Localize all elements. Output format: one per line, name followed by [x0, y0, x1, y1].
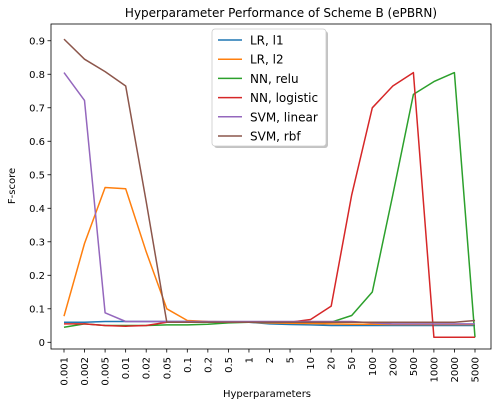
y-tick-label: 0.3 — [29, 237, 45, 248]
legend: LR, l1 LR, l2 NN, relu NN, logistic SVM, lin… — [211, 28, 328, 148]
legend-label: SVM, linear — [250, 110, 318, 124]
y-tick-label: 0.5 — [29, 170, 45, 181]
x-tick-label: 5 — [286, 357, 297, 363]
x-tick-label: 2 — [265, 357, 276, 363]
y-tick-label: 0.7 — [29, 103, 45, 114]
y-axis-label: F-score — [7, 168, 18, 204]
y-tick-label: 0.2 — [29, 271, 45, 282]
legend-label: SVM, rbf — [250, 130, 301, 144]
x-axis: 0.001 0.002 0.005 0.01 0.02 0.05 0.1 0.2 0.5 1 2 5 1… — [60, 349, 482, 386]
y-tick-label: 0.9 — [29, 36, 45, 47]
x-tick-label: 1000 — [429, 357, 440, 382]
x-tick-label: 0.02 — [142, 357, 153, 379]
x-tick-label: 500 — [409, 357, 420, 376]
x-tick-label: 5000 — [471, 357, 482, 382]
y-tick-label: 0.1 — [29, 304, 45, 315]
x-axis-label: Hyperparameters — [223, 389, 311, 400]
x-tick-label: 2000 — [450, 357, 461, 382]
y-tick-label: 0.4 — [29, 204, 45, 215]
chart-title: Hyperparameter Performance of Scheme B (… — [125, 6, 437, 20]
x-tick-label: 0.2 — [203, 357, 214, 373]
legend-label: NN, relu — [250, 72, 299, 86]
series-line-svm-rbf — [63, 38, 476, 323]
x-tick-label: 0.005 — [101, 357, 112, 386]
x-tick-label: 200 — [388, 357, 399, 376]
legend-label: NN, logistic — [250, 91, 318, 105]
x-tick-label: 10 — [306, 357, 317, 370]
y-tick-label: 0 — [39, 338, 45, 349]
x-tick-label: 20 — [327, 357, 338, 370]
x-tick-label: 0.1 — [183, 357, 194, 373]
x-tick-label: 0.05 — [162, 357, 173, 379]
legend-label: LR, l2 — [250, 53, 284, 67]
x-tick-label: 0.001 — [60, 357, 71, 386]
x-tick-label: 50 — [347, 357, 358, 370]
x-tick-label: 0.01 — [121, 357, 132, 379]
y-axis: 0 0.1 0.2 0.3 0.4 0.5 0.6 0.7 0.8 0.9 — [29, 36, 51, 349]
x-tick-label: 1 — [244, 357, 255, 363]
y-tick-label: 0.6 — [29, 137, 45, 148]
x-tick-label: 100 — [368, 357, 379, 376]
x-tick-label: 0.002 — [80, 357, 91, 386]
legend-label: LR, l1 — [250, 34, 284, 48]
x-tick-label: 0.5 — [224, 357, 235, 373]
y-tick-label: 0.8 — [29, 70, 45, 81]
series-layer — [63, 38, 476, 339]
